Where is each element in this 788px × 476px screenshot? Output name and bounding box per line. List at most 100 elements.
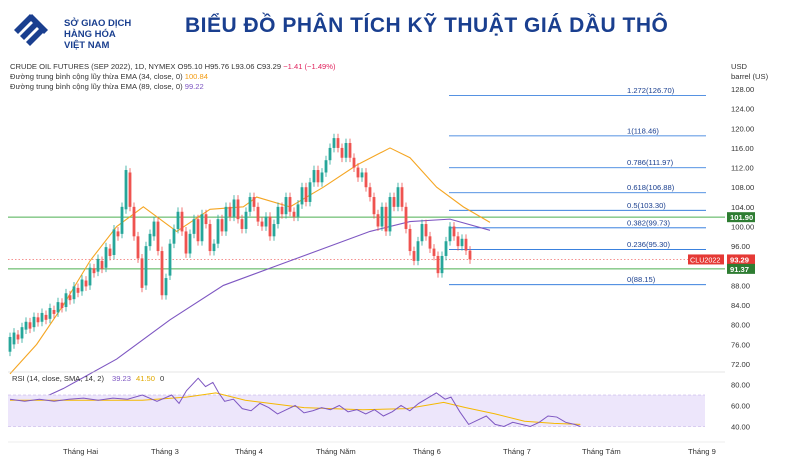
candle-body — [80, 279, 84, 292]
rsi-ma-line — [10, 392, 581, 425]
legend-instrument-row: CRUDE OIL FUTURES (SEP 2022), 1D, NYMEX … — [10, 62, 336, 72]
change-value: −1.41 (−1.49%) — [283, 62, 336, 71]
x-tick-label: Tháng 7 — [503, 447, 531, 456]
candle-body — [124, 170, 128, 210]
x-tick-label: Tháng Năm — [316, 447, 356, 456]
ema89-value: 99.22 — [184, 82, 204, 91]
candle-body — [224, 206, 228, 232]
candle-body — [264, 216, 268, 227]
candle-body — [376, 214, 380, 227]
candle-body — [396, 187, 400, 207]
x-tick-label: Tháng Hai — [63, 447, 98, 456]
candle-body — [304, 187, 308, 202]
candle-body — [88, 267, 92, 286]
candle-body — [420, 224, 424, 242]
candle-body — [284, 197, 288, 215]
candle-body — [56, 302, 60, 313]
ema34-label: Đường trung bình cộng lũy thừa EMA (34, … — [10, 72, 183, 81]
rsi-ma-value: 41.50 — [136, 374, 155, 383]
candle-body — [36, 317, 40, 323]
x-tick-label: Tháng 9 — [688, 447, 716, 456]
rsi-band — [8, 395, 705, 427]
candle-body — [440, 255, 444, 274]
y-tick-label: 116.00 — [731, 144, 754, 153]
candle-body — [312, 170, 316, 183]
fib-label: 0.618(106.88) — [627, 183, 675, 192]
candle-body — [96, 258, 100, 272]
candle-body — [100, 260, 104, 269]
candle-body — [464, 238, 468, 251]
candle-body — [156, 221, 160, 252]
candle-body — [408, 228, 412, 252]
candle-body — [320, 172, 324, 183]
candle-body — [184, 231, 188, 254]
candle-body — [424, 224, 428, 237]
candle-body — [24, 321, 28, 330]
price-tag — [727, 263, 755, 274]
price-tag — [727, 212, 755, 223]
candle-body — [232, 199, 236, 217]
rsi-y-tick-label: 40.00 — [731, 423, 750, 432]
rsi-y-tick-label: 60.00 — [731, 402, 750, 411]
candle-body — [348, 143, 352, 158]
y-tick-label: 124.00 — [731, 105, 754, 114]
candle-body — [208, 224, 212, 252]
candle-body — [372, 197, 376, 215]
candle-body — [44, 314, 48, 320]
open-value: O95.10 — [177, 62, 203, 71]
candle-body — [400, 187, 404, 207]
candle-body — [112, 229, 116, 255]
y-tick-label: 88.00 — [731, 281, 750, 290]
candle-body — [260, 221, 264, 227]
symbol-tag-label: CLU2022 — [690, 255, 720, 264]
price-tag-label: 101.90 — [730, 213, 753, 222]
candle-body — [340, 147, 344, 158]
candle-body — [368, 187, 372, 198]
candle-body — [92, 268, 96, 274]
candle-body — [32, 316, 36, 328]
candle-body — [268, 216, 272, 237]
candle-body — [84, 280, 88, 287]
fib-label: 0.382(99.73) — [627, 218, 671, 227]
candle-body — [448, 226, 452, 242]
candle-body — [28, 322, 32, 329]
candle-body — [140, 258, 144, 288]
rsi-line — [9, 377, 581, 428]
close-value: C93.29 — [256, 62, 282, 71]
candle-body — [180, 211, 184, 232]
candle-body — [200, 214, 204, 242]
price-tag — [727, 254, 755, 265]
y-tick-label: 128.00 — [731, 85, 754, 94]
low-value: L93.06 — [231, 62, 255, 71]
candle-body — [60, 302, 64, 309]
candle-body — [276, 206, 280, 225]
logo-line-2: HÀNG HÓA — [64, 29, 116, 40]
candle-body — [12, 332, 16, 345]
candle-body — [240, 219, 244, 229]
fib-label: 0(88.15) — [627, 275, 656, 284]
candle-body — [104, 247, 108, 268]
candle-body — [48, 308, 52, 319]
candle-body — [20, 327, 24, 339]
fib-label: 0.236(95.30) — [627, 240, 671, 249]
candle-body — [136, 236, 140, 259]
candle-body — [164, 278, 168, 296]
candle-body — [144, 246, 148, 286]
candle-body — [444, 241, 448, 256]
candle-body — [8, 336, 12, 352]
candle-body — [76, 287, 80, 293]
rsi-value: 39.23 — [112, 374, 131, 383]
rsi-legend: RSI (14, close, SMA, 14, 2) 39.23 41.50 0 — [12, 374, 164, 383]
candle-body — [292, 211, 296, 217]
candle-body — [296, 204, 300, 217]
y-tick-label: 112.00 — [731, 164, 754, 173]
candle-body — [416, 241, 420, 261]
candle-body — [188, 233, 192, 254]
x-tick-label: Tháng Tám — [582, 447, 621, 456]
y-tick-label: 104.00 — [731, 203, 754, 212]
ema89-label: Đường trung bình cộng lũy thừa EMA (89, … — [10, 82, 183, 91]
instrument-name: CRUDE OIL FUTURES (SEP 2022), 1D, NYMEX — [10, 62, 176, 71]
rsi-label: RSI (14, close, SMA, 14, 2) — [12, 374, 104, 383]
chart-legend: CRUDE OIL FUTURES (SEP 2022), 1D, NYMEX … — [10, 62, 336, 92]
